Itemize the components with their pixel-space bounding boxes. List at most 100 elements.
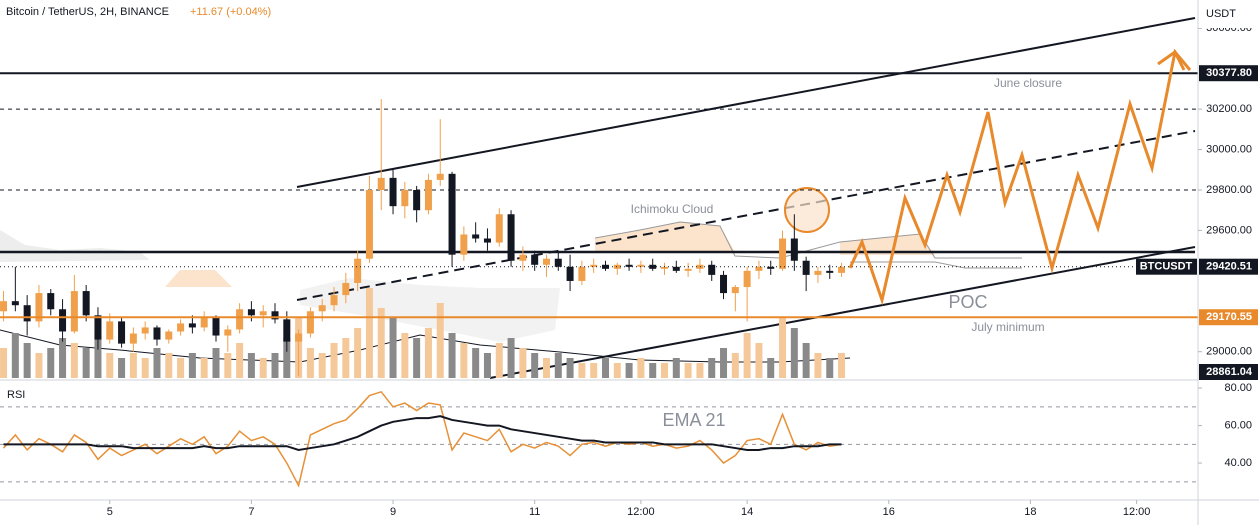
volume-bar (661, 363, 669, 378)
volume-bar (436, 303, 444, 378)
volume-bar (165, 353, 173, 378)
volume-bar (354, 328, 362, 378)
candle-body (94, 315, 102, 340)
candle-body (790, 238, 798, 261)
volume-bar (483, 353, 491, 378)
series-line (3, 415, 842, 451)
candle-body (200, 317, 208, 328)
candle-body (613, 264, 621, 269)
volume-bar (495, 343, 503, 378)
cloud-shade (595, 222, 735, 252)
volume-bar (743, 333, 751, 378)
candle-body (720, 274, 728, 294)
candle-body (413, 190, 421, 211)
candle-body (236, 309, 244, 330)
volume-bar (696, 363, 704, 378)
axis: 29000.00 29600.00 29800.00 30000.00 30200.00… (107, 22, 1252, 518)
pane-label: RSI (7, 389, 25, 401)
candle-body (731, 287, 739, 294)
volume-bar (802, 343, 810, 378)
price-labels: 30377.80 29420.51 BTCUSDT 29170.55 28861.04 R… (7, 65, 1258, 430)
candle-body (542, 258, 550, 265)
candle-body (389, 177, 397, 207)
highlight-circle (784, 187, 830, 233)
volume-bar (200, 358, 208, 378)
marks (0, 72, 1198, 488)
cloud-shade (300, 278, 560, 342)
candle-body (23, 305, 31, 322)
candle-body (448, 173, 456, 255)
volume-bar (519, 348, 527, 378)
volume-bar (637, 358, 645, 378)
candle-body (106, 321, 114, 340)
volume-bar (601, 358, 609, 378)
volume-bar (212, 348, 220, 378)
volume-bar (838, 353, 846, 378)
volume-bar (755, 343, 763, 378)
series-line (2, 390, 842, 488)
volume-bar (542, 358, 550, 378)
candle-body (472, 234, 480, 239)
candle-body (82, 291, 90, 316)
candle-body (35, 293, 43, 322)
volume-bar (236, 343, 244, 378)
volume-bar (342, 338, 350, 378)
volume-bar (377, 308, 385, 378)
volume-bar (507, 338, 515, 378)
candle-body (141, 327, 149, 334)
candle-body (743, 270, 751, 288)
volume-bar (779, 318, 787, 378)
volume-bar (531, 353, 539, 378)
candle-body (672, 266, 680, 271)
candle-body (554, 258, 562, 267)
trend-line (489, 246, 1196, 379)
candle-body (306, 311, 314, 334)
annotation: POC (948, 292, 987, 312)
annotation: Ichimoku Cloud (631, 202, 714, 216)
cloud-shade (165, 270, 232, 287)
candle-body (661, 266, 669, 269)
candle-body (247, 309, 255, 316)
indicator-line (850, 261, 1022, 269)
volume-bar (11, 333, 19, 378)
volume-bar (271, 353, 279, 378)
currency: USDT (1206, 8, 1236, 20)
candle-body (696, 264, 704, 269)
volume-bar (720, 348, 728, 378)
candle-body (684, 268, 692, 271)
volume-bar (177, 358, 185, 378)
candle-body (814, 270, 822, 275)
y-tick-label: 29600.00 (1206, 224, 1252, 236)
annotation: July minimum (971, 320, 1044, 334)
y-tick-label: 30000.00 (1206, 143, 1252, 155)
series-name: EMA 21 (662, 410, 725, 430)
volume-bar (82, 348, 90, 378)
candle-body (767, 266, 775, 269)
y-tick-label: 30200.00 (1206, 103, 1252, 115)
volume-bar (306, 348, 314, 378)
volume-bar (460, 343, 468, 378)
y-tick-label: 80.00 (1224, 382, 1252, 394)
x-tick-label: 12:00 (627, 506, 655, 518)
volume-bar (448, 333, 456, 378)
price-label-box (1199, 309, 1258, 326)
volume-bar (590, 363, 598, 378)
candle-body (826, 270, 834, 273)
candle-body (838, 266, 846, 273)
volume-bar (625, 363, 633, 378)
volume-bar (424, 328, 432, 378)
candle-body (365, 190, 373, 259)
candle-body (377, 177, 385, 190)
candle-body (318, 305, 326, 312)
x-tick-label: 5 (107, 506, 113, 518)
volume-bar (283, 338, 291, 378)
volume-bar (153, 348, 161, 378)
candle-body (495, 214, 503, 243)
candle-body (165, 331, 173, 340)
volume-bar (259, 358, 267, 378)
candle-body (295, 333, 303, 342)
volume-bar (613, 363, 621, 378)
candle-body (129, 333, 137, 344)
